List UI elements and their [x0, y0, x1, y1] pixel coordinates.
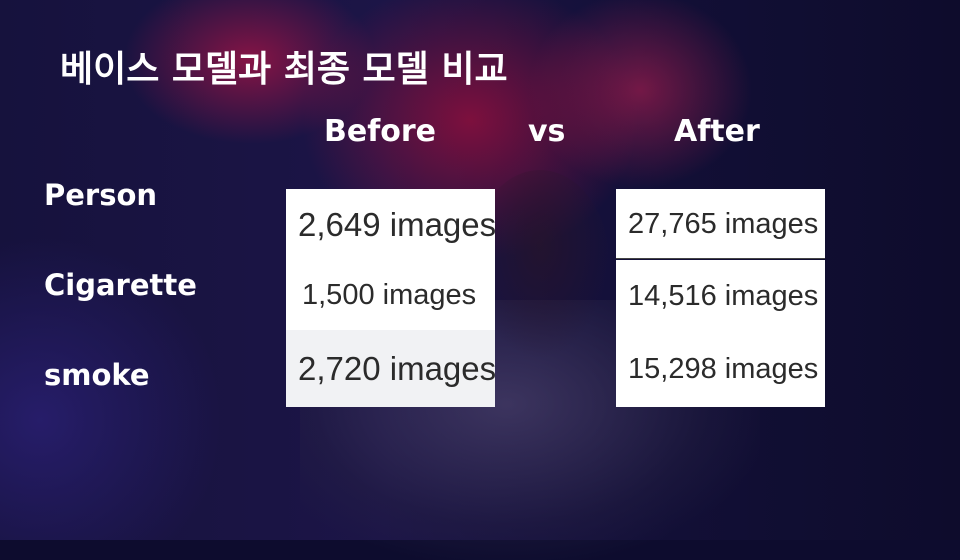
- before-smoke-count: 2,720 images: [286, 330, 496, 407]
- after-header: After: [674, 114, 760, 149]
- before-person-count: 2,649 images: [286, 189, 496, 261]
- row-label-cigarette: Cigarette: [44, 268, 197, 302]
- before-header: Before: [324, 114, 437, 149]
- after-person-count: 27,765 images: [616, 189, 825, 259]
- before-cigarette-count: 1,500 images: [286, 261, 495, 330]
- after-cigarette-count: 14,516 images: [616, 260, 825, 332]
- vs-header: vs: [528, 114, 566, 149]
- row-label-person: Person: [44, 178, 158, 212]
- before-image-counts-panel: 2,649 images 1,500 images 2,720 images: [286, 189, 496, 407]
- after-image-counts-panel: 27,765 images 14,516 images 15,298 image…: [616, 189, 825, 407]
- after-smoke-count: 15,298 images: [616, 332, 825, 407]
- slide-title: 베이스 모델과 최종 모델 비교: [60, 49, 508, 90]
- row-label-smoke: smoke: [44, 358, 150, 392]
